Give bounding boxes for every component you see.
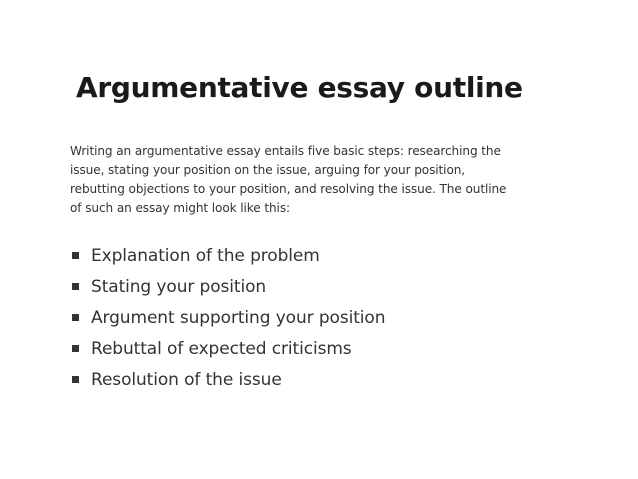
square-bullet-icon xyxy=(72,345,79,352)
outline-list: Explanation of the problem Stating your … xyxy=(70,240,385,395)
square-bullet-icon xyxy=(72,283,79,290)
square-bullet-icon xyxy=(72,252,79,259)
list-item-text: Resolution of the issue xyxy=(91,369,282,390)
intro-line: issue, stating your position on the issu… xyxy=(70,163,466,177)
square-bullet-icon xyxy=(72,376,79,383)
list-item: Argument supporting your position xyxy=(70,302,385,333)
intro-paragraph: Writing an argumentative essay entails f… xyxy=(70,142,570,218)
list-item-text: Argument supporting your position xyxy=(91,307,386,328)
list-item-text: Rebuttal of expected criticisms xyxy=(91,338,352,359)
intro-line: Writing an argumentative essay entails f… xyxy=(70,144,501,158)
square-bullet-icon xyxy=(72,314,79,321)
slide-title: Argumentative essay outline xyxy=(76,71,523,104)
list-item: Rebuttal of expected criticisms xyxy=(70,333,385,364)
list-item-text: Explanation of the problem xyxy=(91,245,320,266)
list-item-text: Stating your position xyxy=(91,276,267,297)
intro-line: rebutting objections to your position, a… xyxy=(70,182,507,196)
list-item: Stating your position xyxy=(70,271,385,302)
list-item: Explanation of the problem xyxy=(70,240,385,271)
list-item: Resolution of the issue xyxy=(70,364,385,395)
intro-line: of such an essay might look like this: xyxy=(70,201,290,215)
